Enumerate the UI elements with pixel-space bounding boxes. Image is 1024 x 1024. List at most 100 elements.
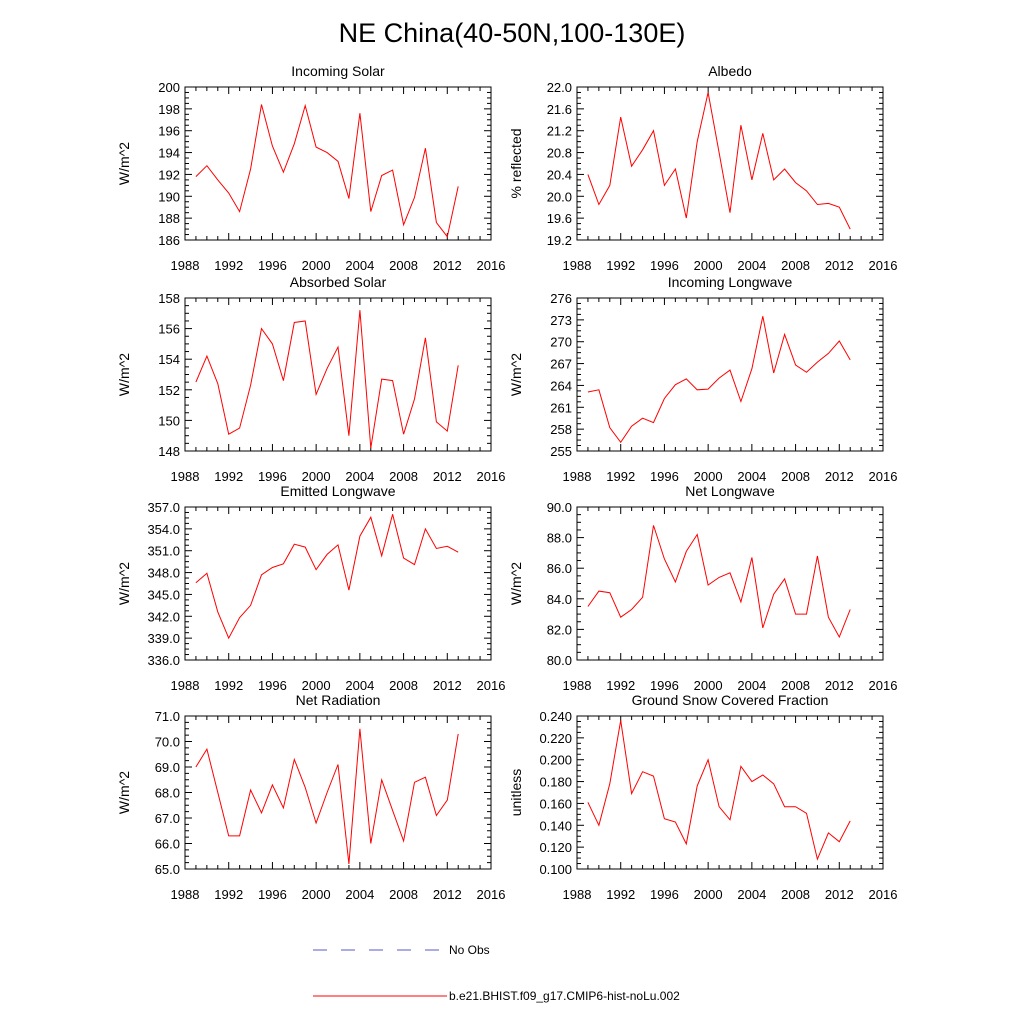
x-tick-label: 2012 bbox=[433, 469, 462, 484]
series-line-net-longwave bbox=[587, 525, 851, 639]
panel-title-net-radiation: Net Radiation bbox=[296, 692, 381, 708]
y-tick-label: 342.0 bbox=[147, 609, 180, 624]
y-tick-label: 88.0 bbox=[547, 531, 572, 546]
x-tick-label: 1992 bbox=[214, 469, 243, 484]
x-tick-label: 2008 bbox=[389, 469, 418, 484]
x-tick-label: 2012 bbox=[825, 887, 854, 902]
y-tick-label: 270 bbox=[550, 335, 572, 350]
y-tick-label: 345.0 bbox=[147, 587, 180, 602]
y-tick-label: 354.0 bbox=[147, 522, 180, 537]
x-tick-label: 1988 bbox=[563, 258, 592, 273]
y-axis-label-net-longwave: W/m^2 bbox=[508, 562, 524, 605]
x-tick-label: 2004 bbox=[345, 469, 374, 484]
y-tick-label: 154 bbox=[158, 352, 180, 367]
x-tick-label: 2004 bbox=[737, 258, 766, 273]
plot-frame-ground-snow-covered-fraction bbox=[576, 715, 884, 870]
series-line-albedo bbox=[587, 92, 851, 230]
y-tick-label: 20.8 bbox=[547, 146, 572, 161]
y-tick-label: 348.0 bbox=[147, 566, 180, 581]
legend: No Obs b.e21.BHIST.f09_g17.CMIP6-hist-no… bbox=[313, 943, 680, 1003]
x-tick-label: 2004 bbox=[345, 887, 374, 902]
y-tick-label: 264 bbox=[550, 378, 572, 393]
y-tick-label: 20.4 bbox=[547, 167, 572, 182]
x-tick-label: 1996 bbox=[258, 678, 287, 693]
y-tick-label: 22.0 bbox=[547, 80, 572, 95]
y-axis-label-absorbed-solar: W/m^2 bbox=[116, 353, 132, 396]
panel-net-longwave: Net Longwave W/m^2 1988 1992 1996 2000 2004 200… bbox=[508, 483, 897, 693]
legend-label-no-obs: No Obs bbox=[449, 943, 490, 957]
y-tick-label: 0.180 bbox=[539, 775, 572, 790]
y-tick-label: 339.0 bbox=[147, 631, 180, 646]
plot-frame-absorbed-solar bbox=[184, 297, 492, 452]
panel-title-emitted-longwave: Emitted Longwave bbox=[280, 483, 395, 499]
y-axis-label-net-radiation: W/m^2 bbox=[116, 771, 132, 814]
panel-incoming-solar: Incoming Solar W/m^2 1988 1992 1996 2000 2004 2… bbox=[116, 63, 505, 273]
legend-item-model: b.e21.BHIST.f09_g17.CMIP6-hist-noLu.002 bbox=[313, 989, 680, 1003]
x-tick-label: 2008 bbox=[389, 678, 418, 693]
x-tick-label: 2016 bbox=[477, 258, 506, 273]
x-tick-label: 2000 bbox=[694, 258, 723, 273]
x-tick-label: 2016 bbox=[477, 469, 506, 484]
x-tick-label: 1988 bbox=[563, 887, 592, 902]
panel-ground-snow-covered-fraction: Ground Snow Covered Fraction unitless 1988… bbox=[508, 692, 897, 902]
y-tick-label: 276 bbox=[550, 291, 572, 306]
y-tick-label: 21.2 bbox=[547, 124, 572, 139]
y-tick-label: 261 bbox=[550, 400, 572, 415]
x-tick-label: 1992 bbox=[214, 258, 243, 273]
y-tick-label: 192 bbox=[158, 167, 180, 182]
series-line-absorbed-solar bbox=[195, 310, 459, 448]
y-tick-label: 196 bbox=[158, 124, 180, 139]
legend-item-no-obs: No Obs bbox=[313, 943, 490, 957]
x-tick-label: 2016 bbox=[869, 258, 898, 273]
x-tick-label: 2008 bbox=[781, 258, 810, 273]
x-tick-label: 2012 bbox=[825, 258, 854, 273]
panel-title-incoming-solar: Incoming Solar bbox=[291, 63, 385, 79]
y-tick-label: 82.0 bbox=[547, 622, 572, 637]
x-tick-label: 1996 bbox=[258, 469, 287, 484]
y-tick-label: 190 bbox=[158, 189, 180, 204]
y-tick-label: 19.2 bbox=[547, 233, 572, 248]
y-tick-label: 152 bbox=[158, 383, 180, 398]
x-tick-label: 2012 bbox=[825, 469, 854, 484]
plot-frame-net-longwave bbox=[576, 506, 884, 661]
y-tick-label: 188 bbox=[158, 211, 180, 226]
y-tick-label: 0.160 bbox=[539, 796, 572, 811]
panel-emitted-longwave: Emitted Longwave W/m^2 1988 1992 1996 2000 200… bbox=[116, 483, 505, 693]
x-tick-label: 1996 bbox=[650, 678, 679, 693]
x-tick-label: 1996 bbox=[650, 258, 679, 273]
x-tick-label: 2000 bbox=[694, 678, 723, 693]
y-tick-label: 68.0 bbox=[155, 786, 180, 801]
y-tick-label: 273 bbox=[550, 313, 572, 328]
panels: Incoming Solar W/m^2 1988 1992 1996 2000 2004 2… bbox=[116, 63, 897, 902]
series-line-incoming-solar bbox=[195, 103, 459, 238]
panel-title-absorbed-solar: Absorbed Solar bbox=[290, 274, 387, 290]
x-tick-label: 1992 bbox=[606, 887, 635, 902]
x-tick-label: 2016 bbox=[869, 678, 898, 693]
x-tick-label: 2012 bbox=[433, 678, 462, 693]
y-axis-label-albedo: % reflected bbox=[508, 128, 524, 198]
panel-title-ground-snow-covered-fraction: Ground Snow Covered Fraction bbox=[632, 692, 829, 708]
panel-title-albedo: Albedo bbox=[708, 63, 752, 79]
x-tick-label: 2016 bbox=[869, 887, 898, 902]
x-tick-label: 2008 bbox=[781, 887, 810, 902]
x-tick-label: 2004 bbox=[737, 887, 766, 902]
x-tick-label: 2004 bbox=[345, 678, 374, 693]
x-tick-label: 1988 bbox=[171, 678, 200, 693]
y-tick-label: 351.0 bbox=[147, 544, 180, 559]
y-tick-label: 198 bbox=[158, 102, 180, 117]
y-tick-label: 255 bbox=[550, 444, 572, 459]
x-tick-label: 2004 bbox=[737, 678, 766, 693]
panel-title-incoming-longwave: Incoming Longwave bbox=[668, 274, 793, 290]
y-tick-label: 0.220 bbox=[539, 731, 572, 746]
x-tick-label: 1992 bbox=[606, 678, 635, 693]
y-tick-label: 21.6 bbox=[547, 102, 572, 117]
x-tick-label: 1992 bbox=[606, 469, 635, 484]
x-tick-label: 2000 bbox=[302, 678, 331, 693]
plot-frame-emitted-longwave bbox=[184, 506, 492, 661]
x-tick-label: 1996 bbox=[258, 258, 287, 273]
y-tick-label: 148 bbox=[158, 444, 180, 459]
y-tick-label: 194 bbox=[158, 146, 180, 161]
series-line-emitted-longwave bbox=[195, 514, 459, 640]
y-tick-label: 258 bbox=[550, 422, 572, 437]
panel-net-radiation: Net Radiation W/m^2 1988 1992 1996 2000 2004 20… bbox=[116, 692, 505, 902]
